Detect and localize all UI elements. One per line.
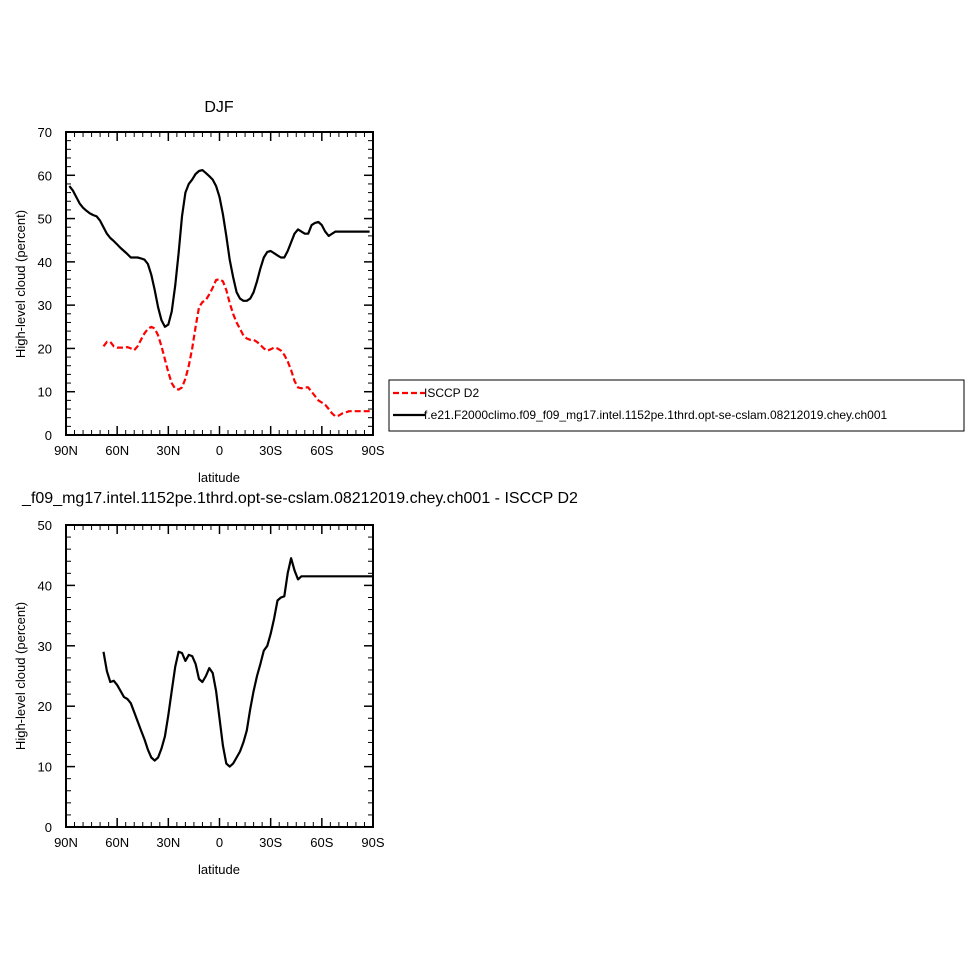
- top-chart-y-tick-label: 50: [38, 212, 52, 227]
- top-chart-x-tick-label: 0: [216, 443, 223, 458]
- bottom-chart-plot-frame: [65, 524, 374, 828]
- top-chart-x-tick-label: 30S: [259, 443, 282, 458]
- top-chart-series-line-0: [102, 278, 373, 418]
- bottom-chart-series-line-0: [102, 557, 373, 768]
- bottom-chart-panel: _f09_mg17.intel.1152pe.1thrd.opt-se-csla…: [13, 490, 578, 877]
- bottom-chart-y-tick-label: 10: [38, 760, 52, 775]
- top-chart-x-axis-label: latitude: [198, 470, 240, 485]
- bottom-chart-x-tick-label: 30N: [156, 835, 180, 850]
- top-chart-series-line-1: [68, 169, 370, 328]
- top-chart-y-axis-label: High-level cloud (percent): [13, 210, 28, 358]
- bottom-chart-x-tick-label: 30S: [259, 835, 282, 850]
- bottom-chart-y-tick-label: 0: [45, 820, 52, 835]
- bottom-chart-y-tick-label: 30: [38, 639, 52, 654]
- top-chart-x-tick-label: 60S: [310, 443, 333, 458]
- bottom-chart-x-tick-label: 60N: [105, 835, 129, 850]
- bottom-chart-x-tick-label: 90S: [361, 835, 384, 850]
- top-chart-y-tick-label: 20: [38, 341, 52, 356]
- top-chart-plot-frame: [65, 131, 374, 436]
- top-chart-x-tick-label: 90N: [54, 443, 78, 458]
- top-chart-y-tick-label: 0: [45, 428, 52, 443]
- top-chart-y-tick-label: 30: [38, 298, 52, 313]
- legend-label-isccp: ISCCP D2: [424, 386, 479, 400]
- top-chart-y-tick-label: 10: [38, 385, 52, 400]
- top-chart-title: DJF: [204, 99, 234, 116]
- top-chart-y-tick-label: 60: [38, 168, 52, 183]
- top-chart-series: [68, 169, 373, 418]
- top-chart-y-tick-label: 70: [38, 125, 52, 140]
- bottom-chart-y-tick-label: 40: [38, 578, 52, 593]
- bottom-chart-title: _f09_mg17.intel.1152pe.1thrd.opt-se-csla…: [21, 490, 578, 507]
- bottom-chart-series: [102, 557, 373, 768]
- top-chart-x-tick-label: 30N: [156, 443, 180, 458]
- bottom-chart-y-tick-label: 50: [38, 518, 52, 533]
- bottom-chart-ticks: 90N 60N 30N 0 30S 60S 90S 0 10 20 30 40 50: [38, 518, 385, 850]
- legend-label-model: f.e21.F2000climo.f09_f09_mg17.intel.1152…: [424, 408, 888, 422]
- top-chart-y-tick-label: 40: [38, 255, 52, 270]
- top-chart-panel: DJF High-level cloud (percent) latitude …: [13, 99, 385, 485]
- bottom-chart-y-tick-label: 20: [38, 699, 52, 714]
- top-chart-x-tick-label: 90S: [361, 443, 384, 458]
- top-chart-x-tick-label: 60N: [105, 443, 129, 458]
- top-chart-legend: ISCCP D2 f.e21.F2000climo.f09_f09_mg17.i…: [388, 379, 965, 432]
- legend-box: [388, 379, 965, 432]
- bottom-chart-x-tick-label: 0: [216, 835, 223, 850]
- bottom-chart-x-tick-label: 60S: [310, 835, 333, 850]
- bottom-chart-x-tick-label: 90N: [54, 835, 78, 850]
- bottom-chart-y-axis-label: High-level cloud (percent): [13, 602, 28, 750]
- bottom-chart-x-axis-label: latitude: [198, 862, 240, 877]
